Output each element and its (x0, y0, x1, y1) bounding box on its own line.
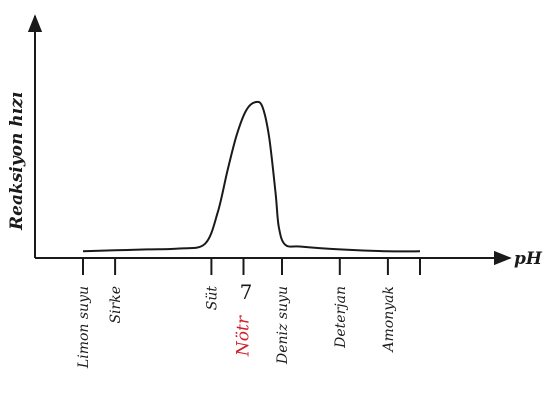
reaction-rate-curve (82, 100, 421, 253)
x-tick-label: Deterjan (333, 286, 349, 349)
x-axis-label: pH (514, 249, 543, 269)
tick-group: Limon suyu Sirke Süt Nötr Deniz suyu Deterjan… (76, 258, 421, 369)
x-tick-label: Amonyak (381, 286, 397, 354)
neutral-ph-value: 7 (240, 280, 253, 304)
x-tick-label: Nötr (234, 315, 254, 357)
x-tick-label: Limon suyu (76, 286, 92, 369)
axes (27, 14, 512, 266)
x-tick-label: Süt (204, 286, 220, 311)
x-tick-label: Deniz suyu (275, 286, 291, 365)
x-tick-label: Sirke (108, 286, 124, 324)
y-axis-label: Reaksiyon hızı (7, 92, 27, 231)
